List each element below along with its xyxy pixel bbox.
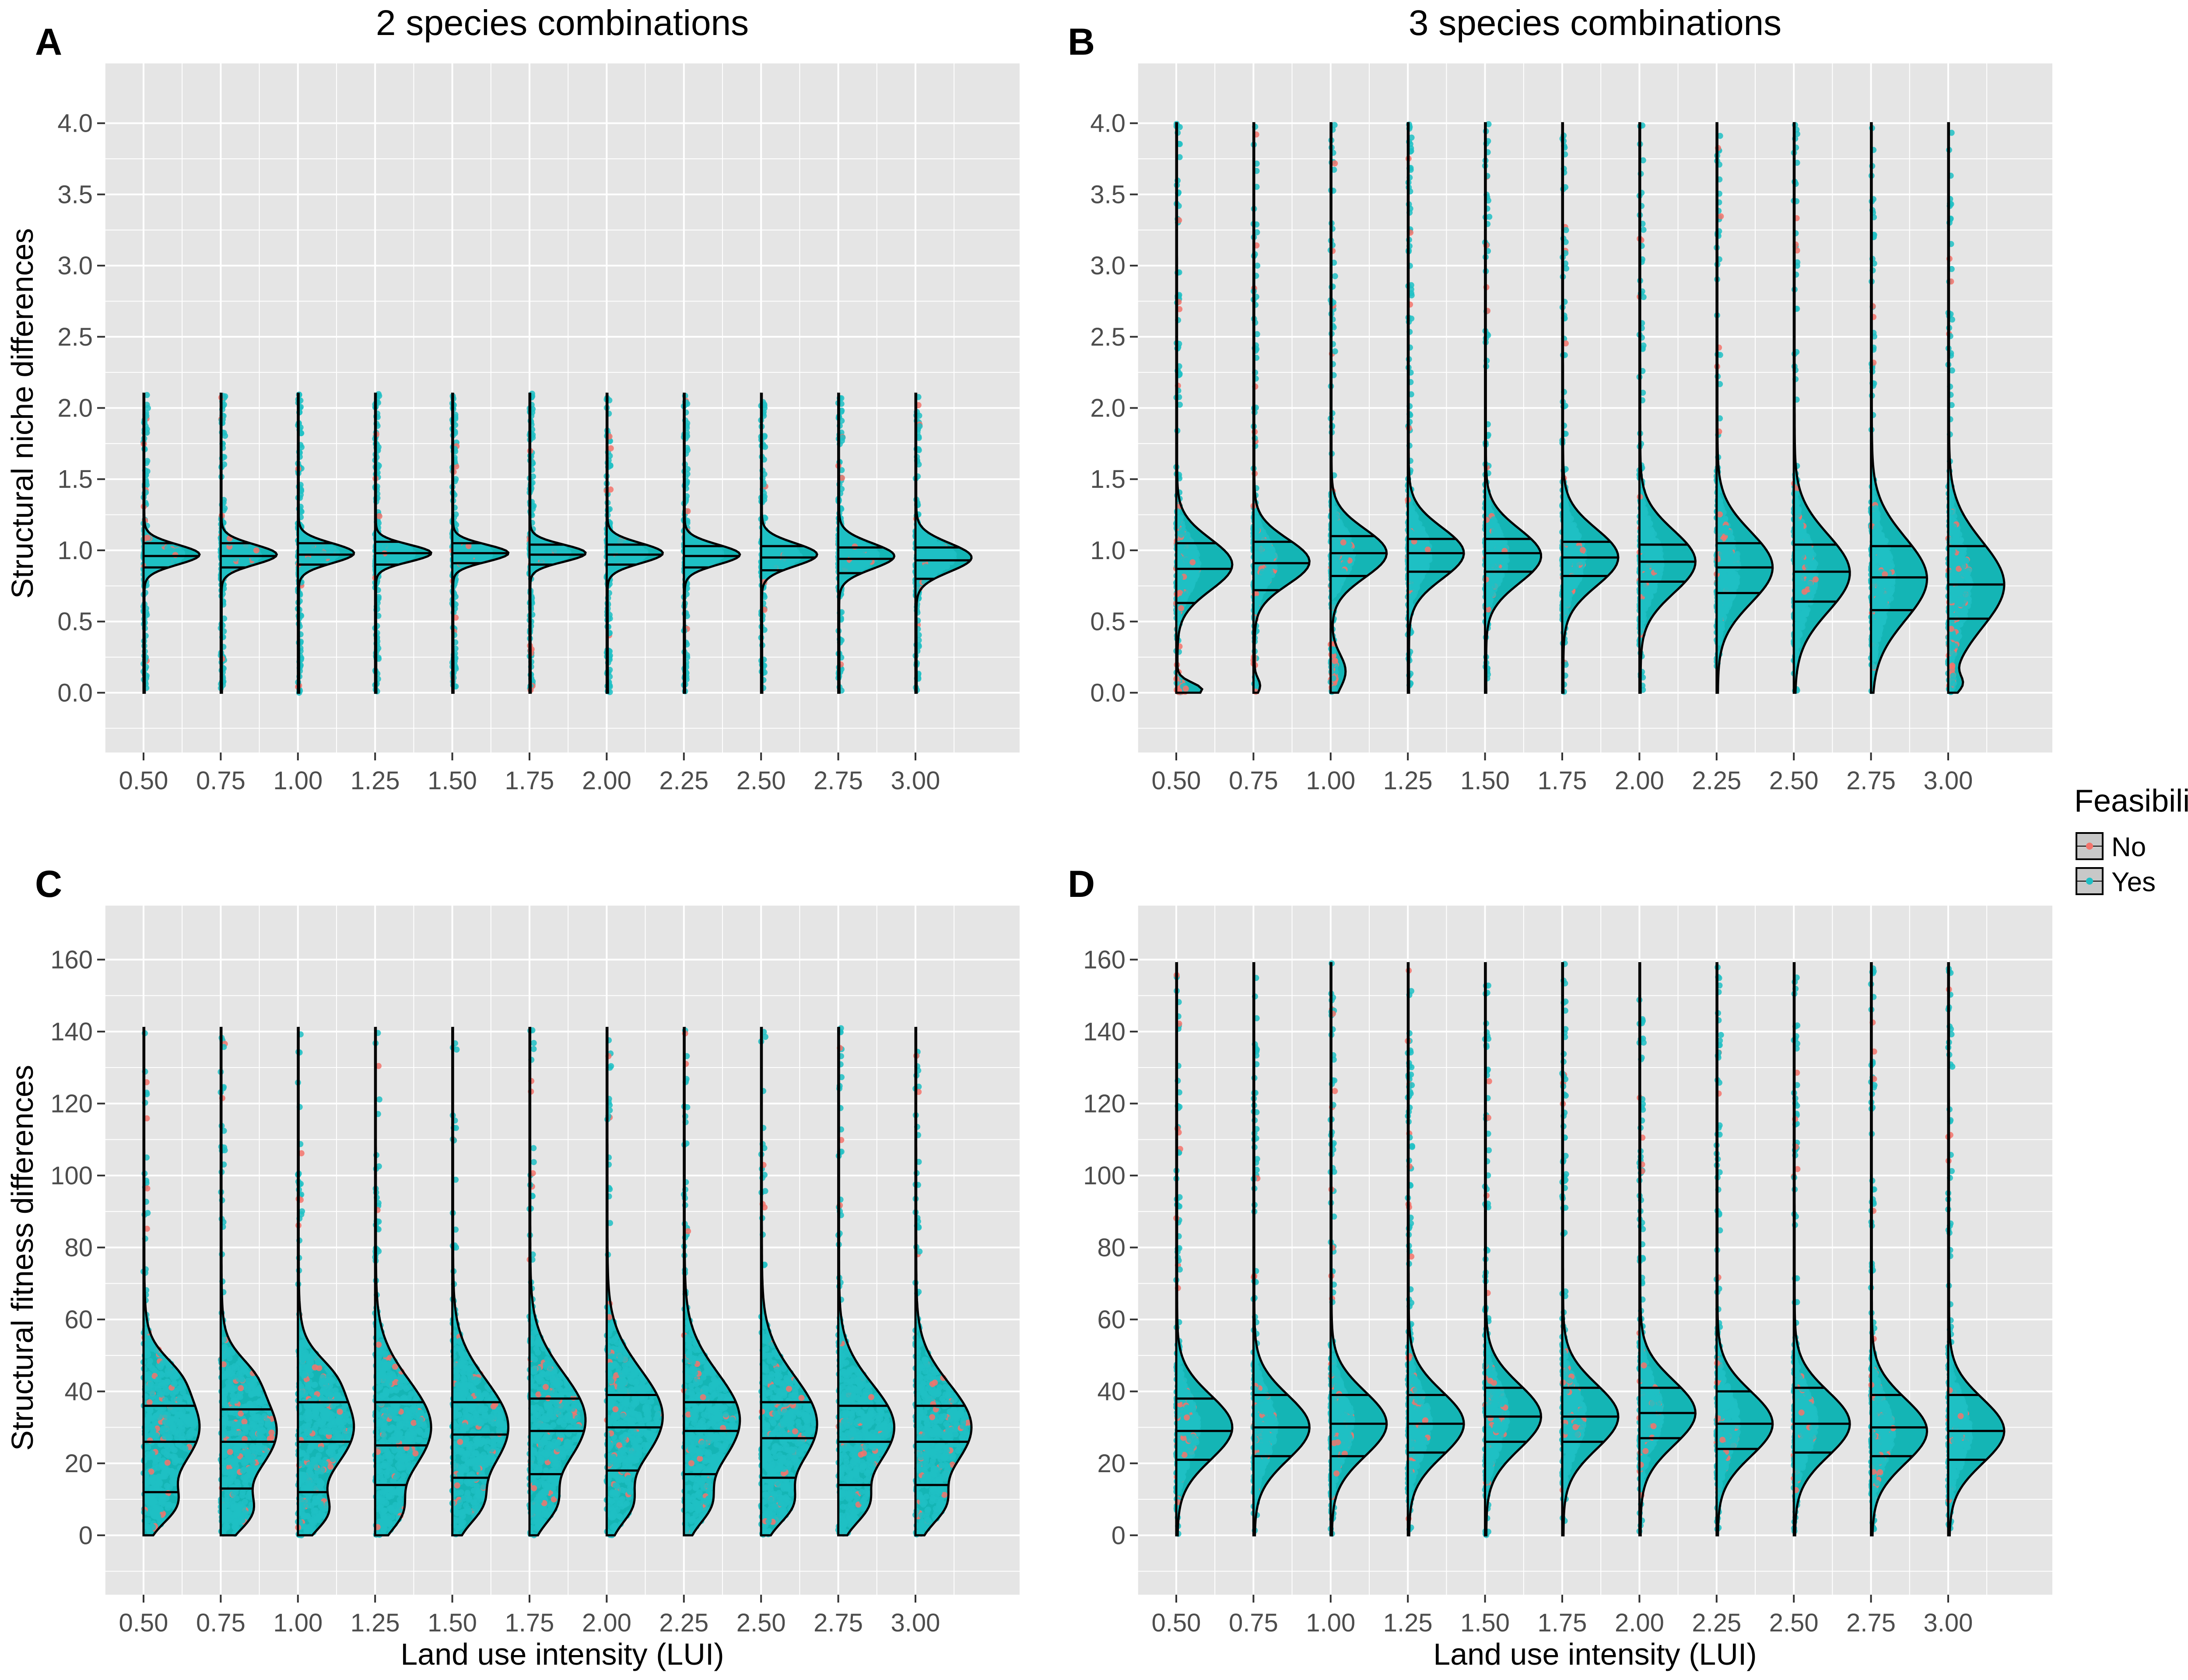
point-yes (687, 548, 693, 554)
point-outlier (376, 513, 382, 519)
panel-a-plot-area (105, 63, 1020, 752)
point-yes (687, 537, 693, 543)
point-yes (305, 556, 311, 563)
point-outlier (222, 433, 228, 439)
point-outlier (145, 405, 151, 411)
panel-a-y-axis-label: Structural niche differences (5, 228, 39, 599)
point-yes (694, 539, 700, 545)
point-outlier (222, 393, 228, 399)
point-yes (627, 557, 633, 563)
point-yes (530, 555, 536, 561)
point-yes (300, 546, 306, 553)
point-yes (637, 555, 643, 561)
point-no (253, 547, 259, 553)
point-yes (399, 557, 405, 563)
point-yes (539, 556, 545, 562)
point-yes (614, 557, 621, 563)
panel-a-title: 2 species combinations (376, 3, 749, 43)
point-yes (383, 545, 389, 551)
point-yes (704, 559, 710, 565)
point-no (144, 535, 151, 541)
point-outlier (608, 445, 614, 452)
panel-a: A 2 species combinations Structural nich… (5, 3, 1020, 795)
point-yes (316, 545, 322, 551)
point-outlier (376, 393, 382, 399)
point-yes (783, 546, 789, 553)
point-yes (765, 534, 771, 540)
point-yes (328, 547, 334, 553)
point-outlier (531, 503, 537, 509)
point-yes (453, 547, 459, 553)
point-yes (228, 560, 234, 567)
point-yes (617, 547, 624, 553)
point-yes (533, 536, 539, 542)
point-yes (455, 554, 461, 560)
point-yes (624, 547, 631, 553)
point-yes (768, 558, 775, 564)
point-yes (400, 544, 407, 550)
point-yes (242, 548, 248, 554)
panel-a-tag: A (35, 21, 62, 63)
point-yes (553, 548, 559, 554)
point-yes (631, 546, 637, 553)
point-yes (165, 545, 171, 551)
